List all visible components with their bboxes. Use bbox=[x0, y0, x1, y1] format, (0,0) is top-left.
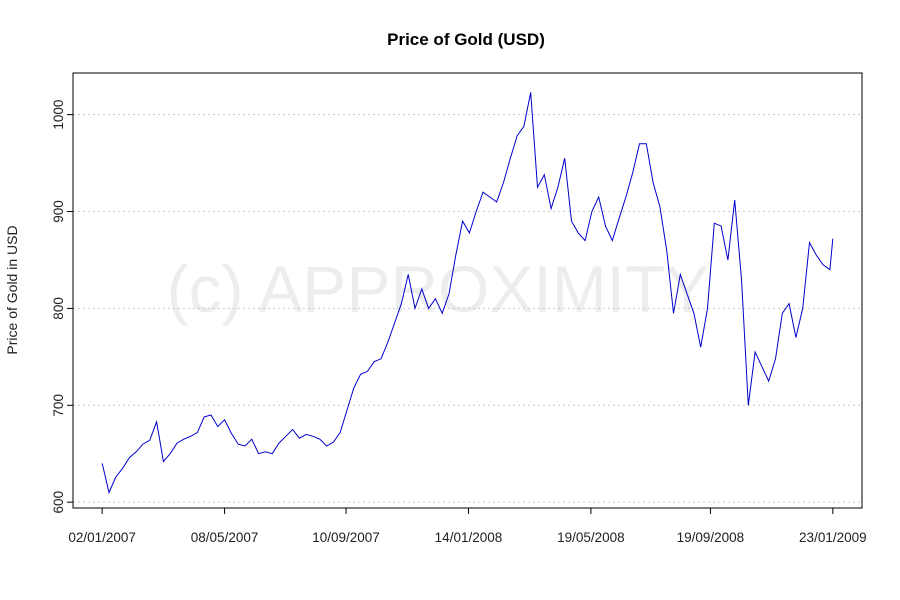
x-tick-label: 08/05/2007 bbox=[191, 530, 259, 545]
x-tick-label: 19/05/2008 bbox=[557, 530, 625, 545]
y-axis-label: Price of Gold in USD bbox=[4, 225, 20, 354]
y-tick-label: 800 bbox=[51, 297, 66, 320]
gold-price-line bbox=[101, 92, 834, 495]
y-tick-label: 1000 bbox=[51, 100, 66, 130]
x-tick-label: 14/01/2008 bbox=[435, 530, 503, 545]
y-tick-label: 900 bbox=[51, 200, 66, 223]
y-tick-label: 600 bbox=[51, 491, 66, 514]
y-tick-label: 700 bbox=[51, 394, 66, 417]
watermark: (c) APPROXIMITY bbox=[167, 252, 710, 326]
y-axis: 600 700 800 900 1000 bbox=[51, 100, 73, 514]
x-tick-label: 02/01/2007 bbox=[68, 530, 136, 545]
gridlines bbox=[73, 114, 862, 503]
x-tick-label: 23/01/2009 bbox=[799, 530, 867, 545]
plot-frame bbox=[72, 72, 863, 509]
x-tick-label: 10/09/2007 bbox=[312, 530, 380, 545]
x-axis: 02/01/2007 08/05/2007 10/09/2007 14/01/2008… bbox=[68, 508, 867, 545]
x-tick-label: 19/09/2008 bbox=[677, 530, 745, 545]
chart-title: Price of Gold (USD) bbox=[387, 30, 545, 49]
